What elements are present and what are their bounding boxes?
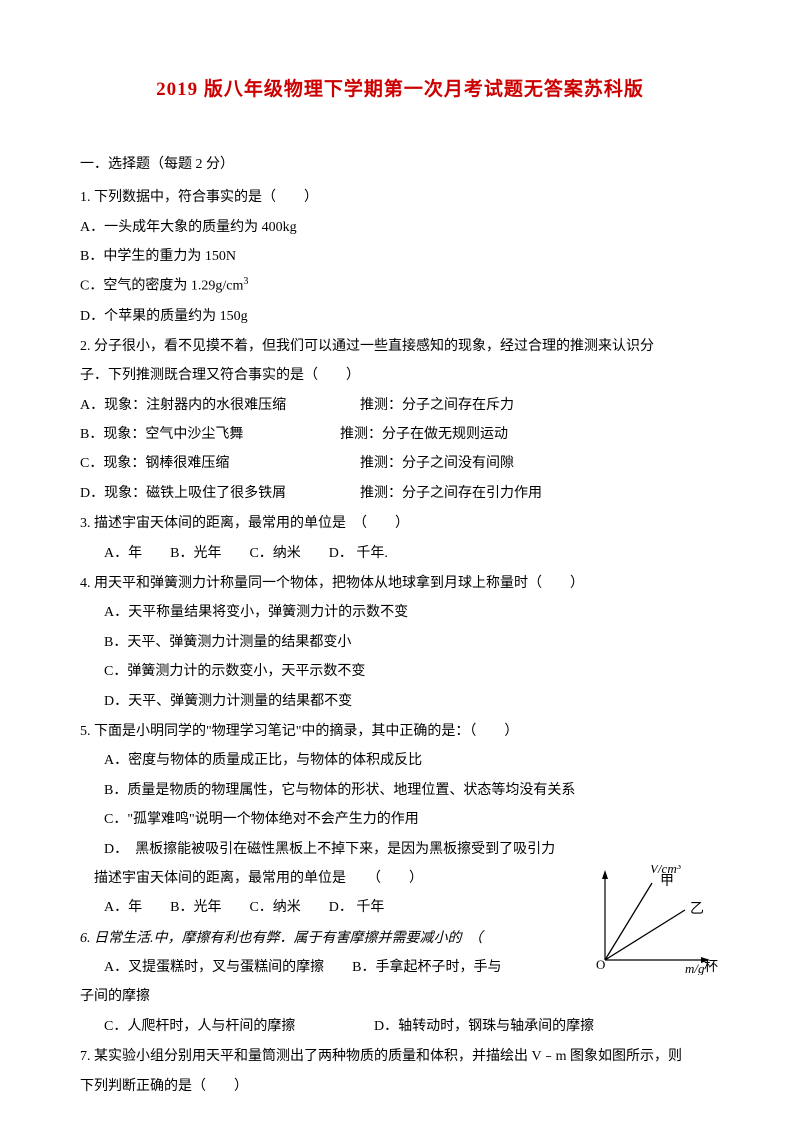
q4-option-d: D．天平、弹簧测力计测量的结果都不变	[80, 687, 720, 716]
q2-option-d: D．现象：磁铁上吸住了很多铁屑推测：分子之间存在引力作用	[80, 479, 720, 508]
question-2: 2. 分子很小，看不见摸不着，但我们可以通过一些直接感知的现象，经过合理的推测来…	[80, 332, 720, 508]
q3-options: A．年 B．光年 C．纳米 D． 千年.	[80, 539, 720, 568]
q1-option-b: B．中学生的重力为 150N	[80, 242, 720, 271]
line1-label: 甲	[660, 874, 674, 889]
q6-option-cd: C．人爬杆时，人与杆间的摩擦D．轴转动时，钢珠与轴承间的摩擦	[80, 1012, 720, 1041]
q1-option-a: A．一头成年大象的质量约为 400kg	[80, 213, 720, 242]
section-header: 一．选择题（每题 2 分）	[80, 150, 720, 179]
document-title: 2019 版八年级物理下学期第一次月考试题无答案苏科版	[80, 70, 720, 110]
q2-option-c: C．现象：钢棒很难压缩推测：分子之间没有间隙	[80, 449, 720, 478]
q4-stem: 4. 用天平和弹簧测力计称量同一个物体，把物体从地球拿到月球上称量时（ ）	[80, 569, 720, 598]
q5-option-b: B．质量是物质的物理属性，它与物体的形状、地理位置、状态等均没有关系	[80, 776, 720, 805]
vm-chart: V/cm3 甲 乙 O m/g	[590, 865, 715, 975]
q4-option-c: C．弹簧测力计的示数变小，天平示数不变	[80, 657, 720, 686]
q7-stem-1: 7. 某实验小组分别用天平和量筒测出了两种物质的质量和体积，并描绘出 V﹣m 图…	[80, 1042, 720, 1071]
q4-option-a: A．天平称量结果将变小，弹簧测力计的示数不变	[80, 598, 720, 627]
q2-option-a: A．现象：注射器内的水很难压缩推测：分子之间存在斥力	[80, 391, 720, 420]
q7-stem-2: 下列判断正确的是（ ）	[80, 1072, 720, 1101]
q2-option-b: B．现象：空气中沙尘飞舞推测：分子在做无规则运动	[80, 420, 720, 449]
question-4: 4. 用天平和弹簧测力计称量同一个物体，把物体从地球拿到月球上称量时（ ） A．…	[80, 569, 720, 716]
question-7: 7. 某实验小组分别用天平和量筒测出了两种物质的质量和体积，并描绘出 V﹣m 图…	[80, 1042, 720, 1101]
q1-option-c: C．空气的密度为 1.29g/cm3	[80, 271, 720, 301]
line2-label: 乙	[690, 901, 704, 917]
question-3: 3. 描述宇宙天体间的距离，最常用的单位是 （ ） A．年 B．光年 C．纳米 …	[80, 509, 720, 568]
q1-stem: 1. 下列数据中，符合事实的是（ ）	[80, 183, 720, 212]
q5-option-d: D． 黑板擦能被吸引在磁性黑板上不掉下来，是因为黑板擦受到了吸引力	[80, 835, 720, 864]
q5-stem: 5. 下面是小明同学的"物理学习笔记"中的摘录，其中正确的是：（ ）	[80, 717, 720, 746]
q3-stem: 3. 描述宇宙天体间的距离，最常用的单位是 （ ）	[80, 509, 720, 538]
q5-option-c: C．"孤掌难鸣"说明一个物体绝对不会产生力的作用	[80, 805, 720, 834]
origin-label: O	[596, 957, 605, 972]
q5-option-a: A．密度与物体的质量成正比，与物体的体积成反比	[80, 746, 720, 775]
q4-option-b: B．天平、弹簧测力计测量的结果都变小	[80, 628, 720, 657]
q6-option-b2: 子间的摩擦	[80, 982, 720, 1011]
question-1: 1. 下列数据中，符合事实的是（ ） A．一头成年大象的质量约为 400kg B…	[80, 183, 720, 331]
q2-stem-2: 子．下列推测既合理又符合事实的是（ ）	[80, 361, 720, 390]
q1-option-d: D．个苹果的质量约为 150g	[80, 302, 720, 331]
x-axis-label: m/g	[685, 961, 705, 975]
q2-stem-1: 2. 分子很小，看不见摸不着，但我们可以通过一些直接感知的现象，经过合理的推测来…	[80, 332, 720, 361]
